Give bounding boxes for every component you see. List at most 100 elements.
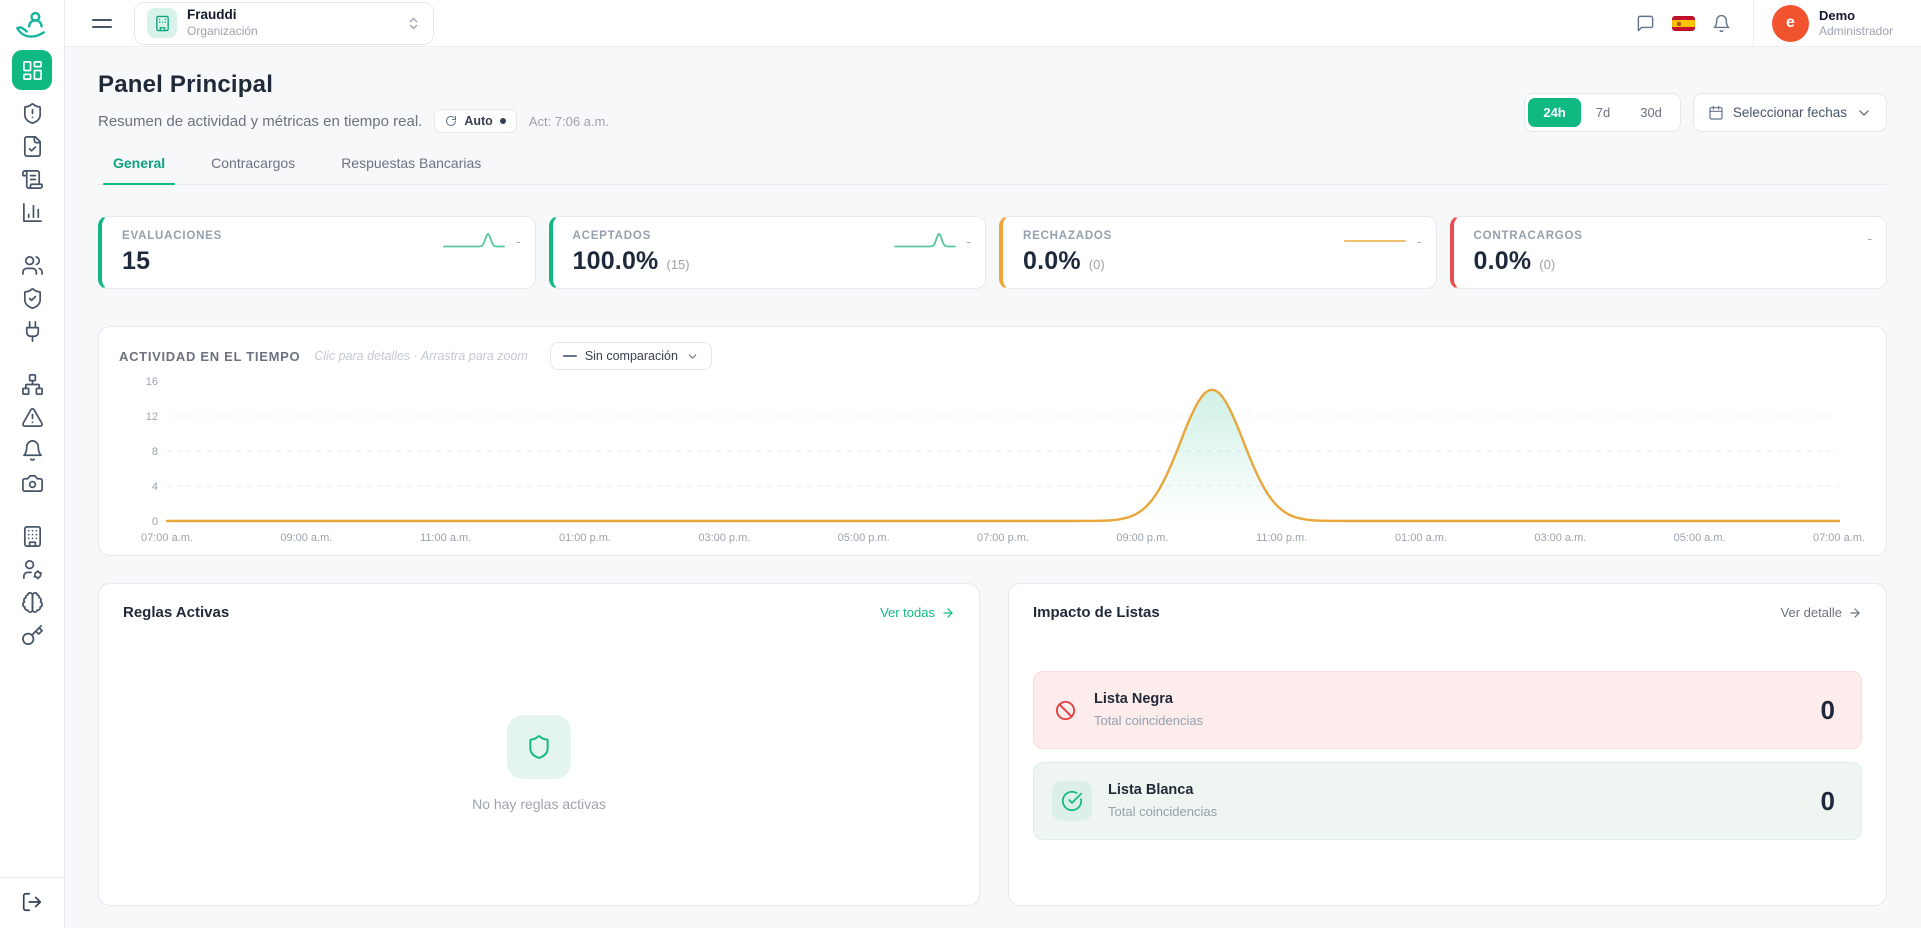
user-role: Administrador: [1818, 24, 1893, 39]
comparison-label: Sin comparación: [584, 349, 678, 363]
organization-selector[interactable]: Frauddi Organización: [134, 1, 434, 45]
sidebar-item-captures[interactable]: [12, 467, 52, 500]
view-detail-link[interactable]: Ver detalle: [1781, 605, 1862, 620]
svg-text:01:00 p.m.: 01:00 p.m.: [559, 532, 611, 544]
auto-refresh-toggle[interactable]: Auto: [434, 109, 517, 133]
list-count: 0: [1820, 785, 1835, 816]
key-icon: [21, 624, 44, 647]
org-type: Organización: [187, 23, 258, 38]
chevron-down-icon: [1856, 105, 1872, 121]
sidebar-item-analytics[interactable]: [12, 196, 52, 229]
metric-card-rechazados[interactable]: RECHAZADOS 0.0% (0) -: [999, 216, 1437, 289]
sidebar-item-dashboard[interactable]: [12, 50, 52, 90]
sitemap-icon: [21, 373, 44, 396]
metric-card-aceptados[interactable]: ACEPTADOS 100.0% (15) -: [548, 216, 986, 289]
avatar: e: [1771, 4, 1809, 42]
svg-text:03:00 p.m.: 03:00 p.m.: [698, 532, 750, 544]
check-circle-icon: [1052, 781, 1092, 821]
org-building-icon: [147, 8, 177, 38]
camera-icon: [21, 472, 44, 495]
chat-button[interactable]: [1627, 4, 1665, 42]
svg-text:07:00 p.m.: 07:00 p.m.: [977, 532, 1029, 544]
lists-card-title: Impacto de Listas: [1033, 604, 1160, 621]
app-logo: [14, 9, 50, 43]
blacklist-row[interactable]: Lista Negra Total coincidencias 0: [1033, 671, 1862, 749]
user-menu[interactable]: e Demo Administrador: [1771, 4, 1893, 42]
sidebar-item-organizations[interactable]: [12, 520, 52, 553]
auto-label: Auto: [464, 114, 493, 128]
users-icon: [21, 254, 44, 277]
range-30d[interactable]: 30d: [1625, 98, 1677, 127]
trend-indicator: -: [1867, 231, 1872, 246]
ban-icon: [1052, 697, 1078, 723]
sidebar-item-shield-check[interactable]: [12, 282, 52, 315]
line-icon: [562, 355, 577, 357]
sidebar-item-api-keys[interactable]: [12, 619, 52, 652]
metric-label: EVALUACIONES: [122, 230, 223, 242]
tab-contracargos[interactable]: Contracargos: [209, 155, 297, 184]
user-gear-icon: [21, 558, 44, 581]
sidebar-item-users[interactable]: [12, 249, 52, 282]
nav-group-1: [12, 50, 52, 229]
sidebar-item-alerts[interactable]: [12, 401, 52, 434]
svg-text:07:00 a.m.: 07:00 a.m.: [141, 532, 193, 544]
whitelist-row[interactable]: Lista Blanca Total coincidencias 0: [1033, 762, 1862, 840]
sidebar-item-file-check[interactable]: [12, 130, 52, 163]
metric-label: CONTRACARGOS: [1473, 230, 1583, 242]
svg-text:07:00 a.m.: 07:00 a.m.: [1813, 532, 1865, 544]
rules-card-title: Reglas Activas: [123, 604, 230, 621]
sidebar-item-rules-scroll[interactable]: [12, 163, 52, 196]
shield-alert-icon: [21, 102, 44, 125]
language-selector[interactable]: [1665, 4, 1703, 42]
dashboard-tabs: General Contracargos Respuestas Bancarias: [98, 155, 1887, 185]
metric-card-evaluaciones[interactable]: EVALUACIONES 15 -: [98, 216, 536, 289]
file-check-icon: [21, 135, 44, 158]
sidebar-item-user-settings[interactable]: [12, 553, 52, 586]
range-7d[interactable]: 7d: [1581, 98, 1625, 127]
menu-toggle-icon[interactable]: [92, 18, 112, 28]
trend-indicator: -: [966, 233, 971, 249]
time-range-segmented: 24h 7d 30d: [1524, 93, 1681, 132]
metric-value: 100.0%: [572, 247, 659, 275]
sparkline: [442, 231, 506, 251]
rules-empty-state: No hay reglas activas: [123, 621, 955, 885]
sidebar-item-integrations[interactable]: [12, 315, 52, 348]
bell-icon: [1712, 14, 1731, 33]
svg-text:11:00 p.m.: 11:00 p.m.: [1256, 532, 1307, 544]
svg-text:16: 16: [146, 376, 158, 388]
svg-text:01:00 a.m.: 01:00 a.m.: [1395, 532, 1447, 544]
range-24h[interactable]: 24h: [1528, 98, 1581, 127]
trend-indicator: -: [1417, 233, 1422, 249]
metric-value: 0.0%: [1023, 247, 1081, 275]
lists-impact-card: Impacto de Listas Ver detalle Lista Negr…: [1008, 583, 1887, 906]
topbar: Frauddi Organización e Demo Administrado…: [65, 0, 1921, 47]
metric-card-contracargos[interactable]: CONTRACARGOS 0.0% (0) -: [1449, 216, 1887, 289]
sidebar-item-workflows[interactable]: [12, 368, 52, 401]
refresh-icon: [445, 115, 457, 127]
view-all-rules-link[interactable]: Ver todas: [880, 605, 955, 620]
shield-icon: [507, 714, 571, 779]
link-label: Ver todas: [880, 605, 935, 620]
brain-icon: [21, 591, 44, 614]
nav-group-2: [12, 249, 52, 348]
spain-flag-icon: [1672, 15, 1696, 31]
list-sub: Total coincidencias: [1108, 804, 1218, 820]
notifications-button[interactable]: [1703, 4, 1741, 42]
chevron-down-icon: [686, 350, 699, 363]
sidebar-item-shield-alert[interactable]: [12, 97, 52, 130]
sidebar-item-notifications[interactable]: [12, 434, 52, 467]
date-picker-label: Seleccionar fechas: [1732, 105, 1847, 120]
message-square-icon: [1636, 14, 1655, 33]
sidebar-item-ai[interactable]: [12, 586, 52, 619]
sidebar-logout[interactable]: [0, 877, 64, 928]
metric-label: ACEPTADOS: [572, 230, 652, 242]
trend-indicator: -: [516, 233, 521, 249]
date-range-picker[interactable]: Seleccionar fechas: [1692, 93, 1887, 132]
tab-general[interactable]: General: [102, 155, 176, 185]
tab-respuestas-bancarias[interactable]: Respuestas Bancarias: [339, 155, 483, 184]
org-name: Frauddi: [187, 7, 237, 23]
activity-area-chart[interactable]: 0 4 8 12 16 07:00 a.m. 09:00 a.m. 11:00 a.m. 01:…: [119, 375, 1866, 550]
calendar-icon: [1708, 105, 1724, 121]
logout-icon: [21, 891, 43, 913]
comparison-dropdown[interactable]: Sin comparación: [549, 342, 712, 370]
